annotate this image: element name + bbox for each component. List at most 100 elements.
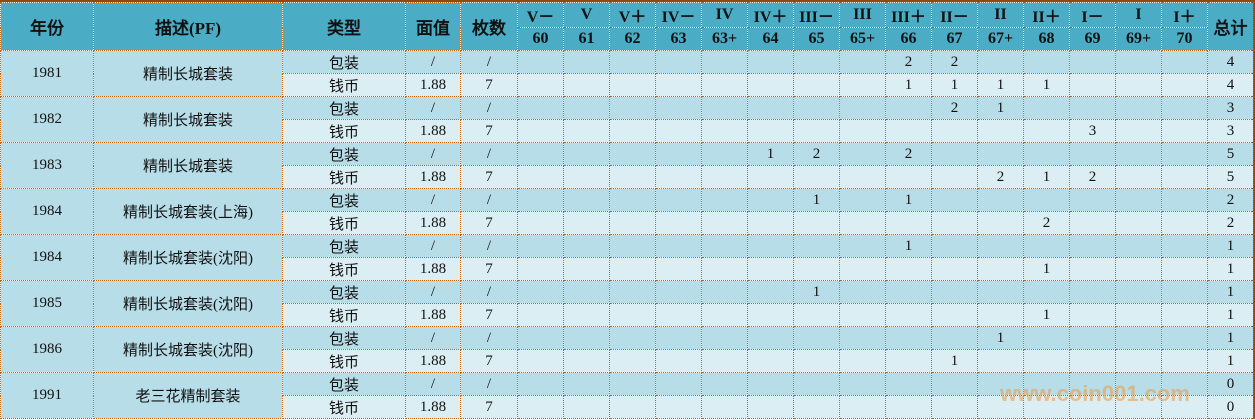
description-cell: 精制长城套装(上海) (93, 188, 283, 235)
header-grade-score: 67+ (977, 27, 1024, 51)
grade-count-cell: 1 (1023, 257, 1070, 281)
grade-count-cell (793, 349, 840, 373)
grade-count-cell: 1 (885, 188, 932, 212)
grade-count-cell (701, 234, 748, 258)
grade-count-cell (747, 165, 794, 189)
grade-count-cell (747, 257, 794, 281)
grade-count-cell (1161, 257, 1208, 281)
grade-count-cell (747, 50, 794, 74)
grade-count-cell (747, 234, 794, 258)
grade-count-cell (563, 119, 610, 143)
face-value-cell: / (405, 234, 461, 258)
grade-count-cell (839, 395, 886, 419)
header-grade-score: 66 (885, 27, 932, 51)
header-grade-label: III (839, 2, 886, 28)
total-cell: 4 (1207, 73, 1254, 97)
grade-count-cell (563, 257, 610, 281)
grade-count-cell (655, 73, 702, 97)
header-grade-score: 65 (793, 27, 840, 51)
grade-count-cell (839, 119, 886, 143)
grade-count-cell (747, 211, 794, 235)
grade-count-cell (609, 211, 656, 235)
grade-count-cell (747, 119, 794, 143)
grade-count-cell (609, 372, 656, 396)
count-cell: / (460, 96, 518, 120)
grade-count-cell (793, 119, 840, 143)
grade-count-cell (1023, 50, 1070, 74)
grade-count-cell (655, 188, 702, 212)
grade-count-cell (1115, 372, 1162, 396)
grade-count-cell (609, 326, 656, 350)
description-cell: 精制长城套装(沈阳) (93, 326, 283, 373)
header-grade-label: II (977, 2, 1024, 28)
grade-count-cell (885, 349, 932, 373)
grade-count-cell (701, 188, 748, 212)
grade-count-cell (609, 119, 656, 143)
grade-count-cell: 2 (1023, 211, 1070, 235)
grade-count-cell (931, 234, 978, 258)
grade-count-cell (885, 211, 932, 235)
grade-count-cell (563, 372, 610, 396)
face-value-cell: / (405, 96, 461, 120)
grade-count-cell (1023, 96, 1070, 120)
count-cell: 7 (460, 303, 518, 327)
grade-count-cell (517, 372, 564, 396)
grade-count-cell (1023, 372, 1070, 396)
grade-count-cell: 2 (931, 50, 978, 74)
grade-count-cell (701, 142, 748, 166)
grade-count-cell (931, 395, 978, 419)
grade-count-cell (701, 119, 748, 143)
watermark: www.coin001.com (1000, 381, 1190, 406)
face-value-cell: / (405, 188, 461, 212)
year-cell: 1984 (0, 188, 94, 235)
grade-count-cell (1115, 349, 1162, 373)
grade-count-cell (563, 188, 610, 212)
total-cell: 1 (1207, 349, 1254, 373)
face-value-cell: 1.88 (405, 119, 461, 143)
grade-count-cell (563, 50, 610, 74)
header-grade-label: V (563, 2, 610, 28)
grade-count-cell (1069, 280, 1116, 304)
header-grade-label: V＋ (609, 2, 656, 28)
grade-count-cell: 2 (931, 96, 978, 120)
header-grade-score: 67 (931, 27, 978, 51)
grade-count-cell (1069, 73, 1116, 97)
header-grade-label: I－ (1069, 2, 1116, 28)
header-grade-label: I＋ (1161, 2, 1208, 28)
grade-count-cell: 1 (1023, 165, 1070, 189)
description-cell: 精制长城套装 (93, 142, 283, 189)
table-row: 钱币 1.88 7 0 (1, 395, 1254, 419)
grade-count-cell (977, 188, 1024, 212)
grade-count-cell (839, 165, 886, 189)
header-row-top: 年份 描述(PF) 类型 面值 枚数 V－ V V＋ IV－ IV IV＋ III－ III III＋ II… (0, 2, 1254, 51)
grade-count-cell (1115, 142, 1162, 166)
grade-count-cell (793, 165, 840, 189)
type-cell: 钱币 (282, 165, 406, 189)
count-cell: / (460, 234, 518, 258)
grade-count-cell (839, 50, 886, 74)
grade-count-cell: 2 (885, 142, 932, 166)
grade-count-cell: 2 (977, 165, 1024, 189)
header-grade-score: 68 (1023, 27, 1070, 51)
grade-count-cell (793, 326, 840, 350)
grade-count-cell (1115, 73, 1162, 97)
grade-count-cell (885, 326, 932, 350)
total-cell: 1 (1207, 257, 1254, 281)
header-year: 年份 (0, 2, 94, 51)
grade-count-cell (1115, 280, 1162, 304)
grade-count-cell (1069, 50, 1116, 74)
count-cell: / (460, 280, 518, 304)
grade-count-cell (931, 257, 978, 281)
table-row: 钱币 1.88 7 1 1 1 1 4 (1, 73, 1254, 97)
grade-count-cell (1069, 96, 1116, 120)
grade-count-cell (563, 349, 610, 373)
grade-count-cell (655, 234, 702, 258)
grade-count-cell (747, 280, 794, 304)
grade-count-cell (885, 303, 932, 327)
grade-count-cell (1069, 303, 1116, 327)
count-cell: 7 (460, 395, 518, 419)
grade-count-cell (1023, 326, 1070, 350)
grade-count-cell (1161, 395, 1208, 419)
header-grade-score: 70 (1161, 27, 1208, 51)
total-cell: 2 (1207, 188, 1254, 212)
